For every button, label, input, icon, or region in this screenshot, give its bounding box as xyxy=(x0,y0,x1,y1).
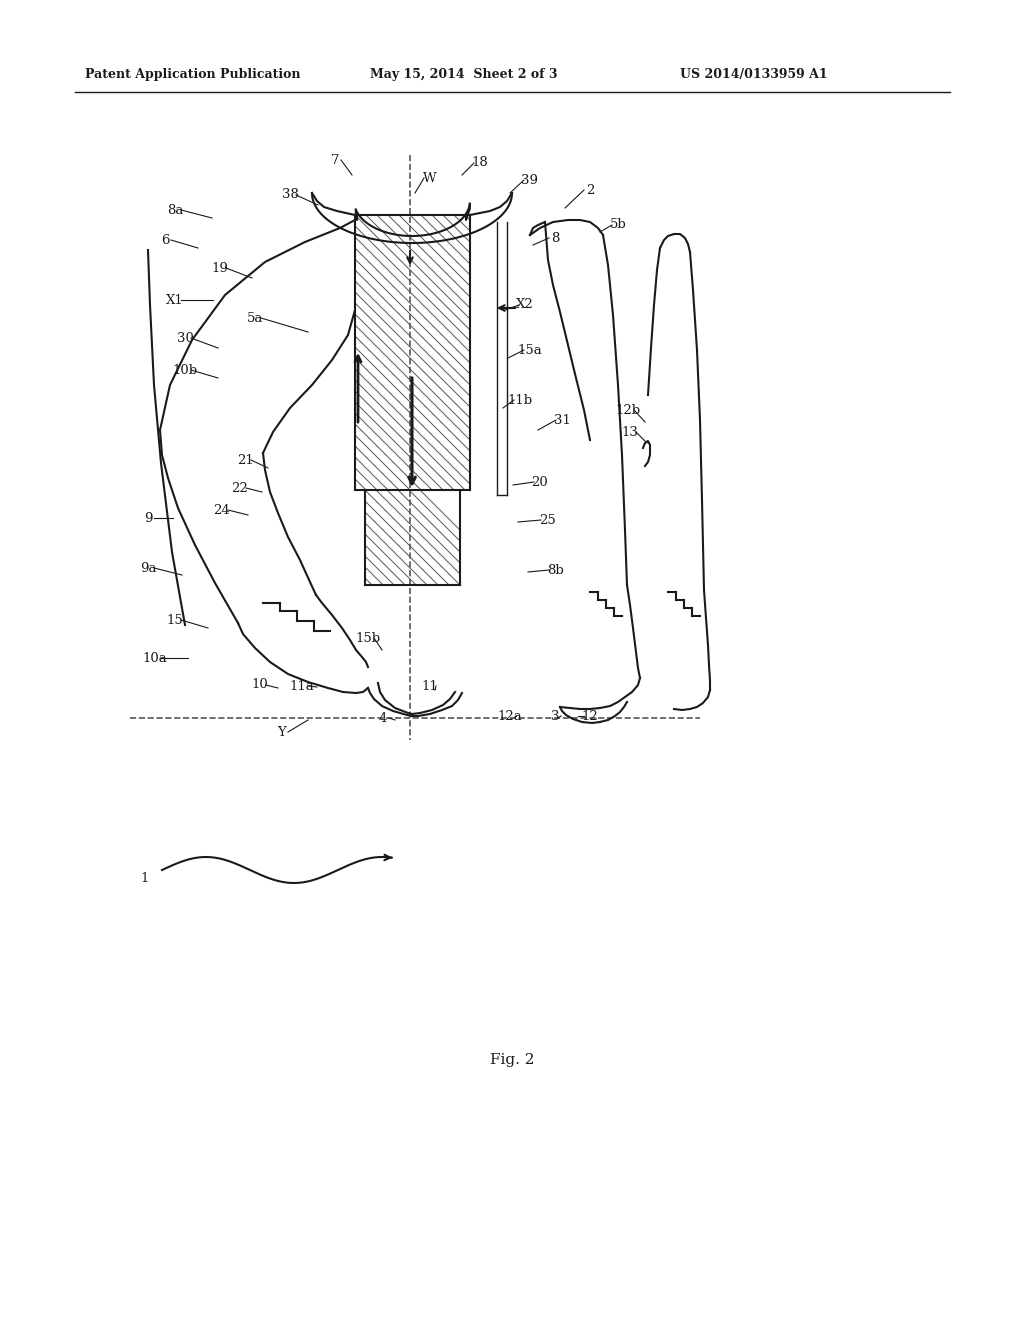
Text: 20: 20 xyxy=(531,475,549,488)
Text: 8a: 8a xyxy=(167,203,183,216)
Text: 10a: 10a xyxy=(142,652,167,664)
Text: 6: 6 xyxy=(161,234,169,247)
Text: 9a: 9a xyxy=(139,561,157,574)
Text: May 15, 2014  Sheet 2 of 3: May 15, 2014 Sheet 2 of 3 xyxy=(370,69,557,81)
Text: 11: 11 xyxy=(422,680,438,693)
Text: 5a: 5a xyxy=(247,312,263,325)
Text: 1: 1 xyxy=(141,871,150,884)
Text: 22: 22 xyxy=(231,482,249,495)
Text: 4: 4 xyxy=(379,711,387,725)
Text: 18: 18 xyxy=(472,157,488,169)
Text: X1: X1 xyxy=(166,293,184,306)
Text: 25: 25 xyxy=(539,513,555,527)
Text: 12a: 12a xyxy=(498,710,522,722)
Text: 5b: 5b xyxy=(609,219,627,231)
Text: Fig. 2: Fig. 2 xyxy=(489,1053,535,1067)
Text: 8b: 8b xyxy=(547,564,563,577)
Text: 12: 12 xyxy=(582,710,598,722)
Text: Patent Application Publication: Patent Application Publication xyxy=(85,69,300,81)
Text: 11b: 11b xyxy=(508,393,532,407)
Text: 30: 30 xyxy=(176,331,194,345)
Text: 24: 24 xyxy=(214,503,230,516)
Text: 15: 15 xyxy=(167,614,183,627)
Text: 15b: 15b xyxy=(355,631,381,644)
Text: X2: X2 xyxy=(516,298,534,312)
Text: 38: 38 xyxy=(282,189,298,202)
Text: 11a: 11a xyxy=(290,680,314,693)
Text: 3: 3 xyxy=(551,710,559,722)
Text: US 2014/0133959 A1: US 2014/0133959 A1 xyxy=(680,69,827,81)
Text: 31: 31 xyxy=(554,413,570,426)
Text: 39: 39 xyxy=(521,173,539,186)
Text: 10: 10 xyxy=(252,678,268,692)
Text: W: W xyxy=(423,172,437,185)
Text: 21: 21 xyxy=(237,454,253,466)
Text: 15a: 15a xyxy=(517,343,543,356)
Text: 13: 13 xyxy=(622,425,638,438)
Text: 10b: 10b xyxy=(172,363,198,376)
Text: 8: 8 xyxy=(551,231,559,244)
Text: 2: 2 xyxy=(586,183,594,197)
Text: Y: Y xyxy=(278,726,287,738)
Text: 12b: 12b xyxy=(615,404,641,417)
Text: 19: 19 xyxy=(212,261,228,275)
Text: 9: 9 xyxy=(143,511,153,524)
Text: 7: 7 xyxy=(331,153,339,166)
